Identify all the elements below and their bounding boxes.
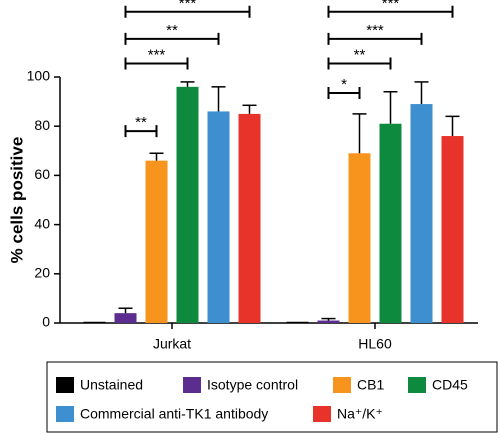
significance-bracket [327,5,454,18]
legend-swatch [408,377,426,393]
bar [286,321,309,323]
legend-swatch [56,377,74,393]
y-tick-label: 80 [34,117,50,133]
bar [238,113,261,324]
y-axis-label: % cells positive [7,137,26,264]
significance-label: ** [135,114,147,131]
legend-label: CB1 [357,377,384,393]
significance-bracket [327,32,423,45]
y-tick-label: 60 [34,166,50,182]
x-tick-label: HL60 [358,336,392,352]
bar [83,321,106,323]
legend-label: Na⁺/K⁺ [337,406,383,422]
legend-swatch [313,406,331,422]
significance-bracket [327,86,361,99]
bar [348,153,371,323]
legend-label: CD45 [432,377,468,393]
significance-label: *** [179,0,197,12]
significance-label: *** [366,22,384,39]
bar [207,111,230,323]
significance-label: ** [166,22,178,39]
significance-bracket [124,125,158,138]
bar [176,86,199,323]
bar [145,160,168,323]
legend-swatch [183,377,201,393]
y-tick-label: 40 [34,215,50,231]
significance-label: * [341,76,347,93]
legend-label: Isotype control [207,377,298,393]
legend-label: Commercial anti-TK1 antibody [80,406,268,422]
significance-bracket [124,5,251,18]
bar [441,136,464,323]
y-tick-label: 100 [27,68,51,84]
legend-swatch [56,406,74,422]
bar [379,123,402,324]
significance-bracket [124,57,189,70]
significance-bracket [327,57,392,70]
bar [114,313,137,323]
legend-label: Unstained [80,377,143,393]
significance-label: *** [148,46,166,63]
y-tick-label: 20 [34,265,50,281]
significance-label: *** [382,0,400,12]
legend-box [46,361,498,433]
legend-swatch [333,377,351,393]
significance-bracket [124,32,220,45]
bar [410,104,433,323]
y-tick-label: 0 [42,314,50,330]
bar [317,320,340,323]
x-tick-label: Jurkat [153,336,191,352]
significance-label: ** [354,46,366,63]
